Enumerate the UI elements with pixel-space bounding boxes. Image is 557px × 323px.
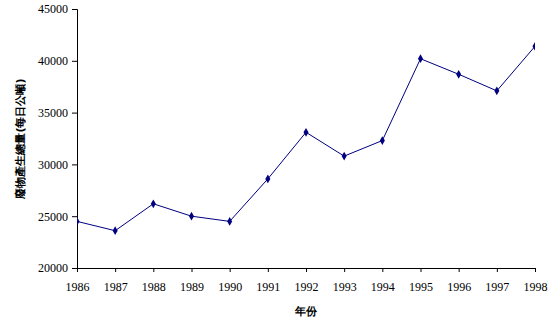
x-tick: 1987 [104, 268, 128, 294]
chart: 2000025000300003500040000450001986198719… [0, 0, 557, 323]
y-axis: 20000 25000 30000 35000 40000 45000 [38, 2, 78, 275]
x-tick-mark [268, 268, 269, 272]
x-tick-mark [497, 268, 498, 272]
x-tick: 1996 [447, 268, 471, 294]
data-point [342, 152, 347, 161]
x-tick-mark [382, 268, 383, 272]
y-axis-line [72, 10, 78, 269]
x-tick-label: 1991 [256, 280, 280, 294]
x-tick-mark [306, 268, 307, 272]
x-axis-line [78, 269, 536, 273]
y-tick: 20000 [38, 261, 77, 275]
y-tick-mark [72, 9, 77, 10]
x-tick-mark [421, 268, 422, 272]
data-point [113, 226, 118, 235]
x-tick-label: 1993 [333, 280, 357, 294]
y-tick-mark [72, 216, 77, 217]
data-point [418, 54, 423, 63]
y-tick: 35000 [38, 106, 77, 120]
x-axis-title: 年份 [294, 305, 318, 318]
x-tick-mark [192, 268, 193, 272]
x-tick-mark [344, 268, 345, 272]
x-tick: 1998 [524, 268, 548, 294]
x-tick-label: 1986 [66, 280, 90, 294]
x-tick: 1986 [66, 268, 90, 294]
y-tick-label: 45000 [38, 2, 68, 16]
y-tick-mark [72, 61, 77, 62]
x-tick-label: 1987 [104, 280, 128, 294]
data-point [227, 217, 232, 226]
x-tick: 1989 [180, 268, 204, 294]
y-tick: 25000 [38, 210, 77, 224]
x-tick-label: 1990 [218, 280, 242, 294]
y-tick: 40000 [38, 54, 77, 68]
data-point [265, 175, 270, 184]
x-tick: 1995 [409, 268, 433, 294]
series [77, 42, 535, 235]
y-tick-mark [72, 113, 77, 114]
x-tick-mark [77, 268, 78, 272]
y-tick: 30000 [38, 158, 77, 172]
x-tick: 1993 [333, 268, 357, 294]
x-tick-label: 1998 [524, 280, 548, 294]
x-tick-label: 1989 [180, 280, 204, 294]
x-tick-label: 1997 [485, 280, 509, 294]
y-tick-label: 35000 [38, 106, 68, 120]
x-tick: 1988 [142, 268, 166, 294]
y-tick: 45000 [38, 2, 77, 16]
x-tick-label: 1995 [409, 280, 433, 294]
x-tick: 1997 [485, 268, 509, 294]
y-axis-title: 廢物產生總量(每日公噸) [14, 78, 27, 199]
data-point [494, 86, 499, 95]
data-point [151, 199, 156, 208]
data-point [456, 70, 461, 79]
data-point [380, 136, 385, 145]
x-tick: 1991 [256, 268, 280, 294]
y-tick-label: 20000 [38, 261, 68, 275]
data-point [77, 217, 80, 226]
y-tick-mark [72, 164, 77, 165]
y-tick-label: 30000 [38, 158, 68, 172]
data-point [189, 212, 194, 221]
x-tick: 1992 [295, 268, 319, 294]
x-tick-mark [459, 268, 460, 272]
x-tick-label: 1996 [447, 280, 471, 294]
x-tick-mark [535, 268, 536, 272]
y-tick-label: 40000 [38, 54, 68, 68]
x-tick-label: 1992 [295, 280, 319, 294]
plot-area: 2000025000300003500040000450001986198719… [38, 2, 548, 293]
y-tick-mark [72, 268, 77, 269]
x-tick: 1990 [218, 268, 242, 294]
y-tick-label: 25000 [38, 210, 68, 224]
x-axis: 1986 1987 1988 1989 1990 1991 1992 1993 1994 1995… [66, 268, 548, 294]
data-point [303, 128, 308, 137]
x-tick-mark [115, 268, 116, 272]
x-tick: 1994 [371, 268, 395, 294]
data-line [77, 46, 535, 230]
x-tick-mark [153, 268, 154, 272]
x-tick-label: 1994 [371, 280, 395, 294]
x-tick-label: 1988 [142, 280, 166, 294]
data-point [532, 42, 535, 51]
x-tick-mark [230, 268, 231, 272]
